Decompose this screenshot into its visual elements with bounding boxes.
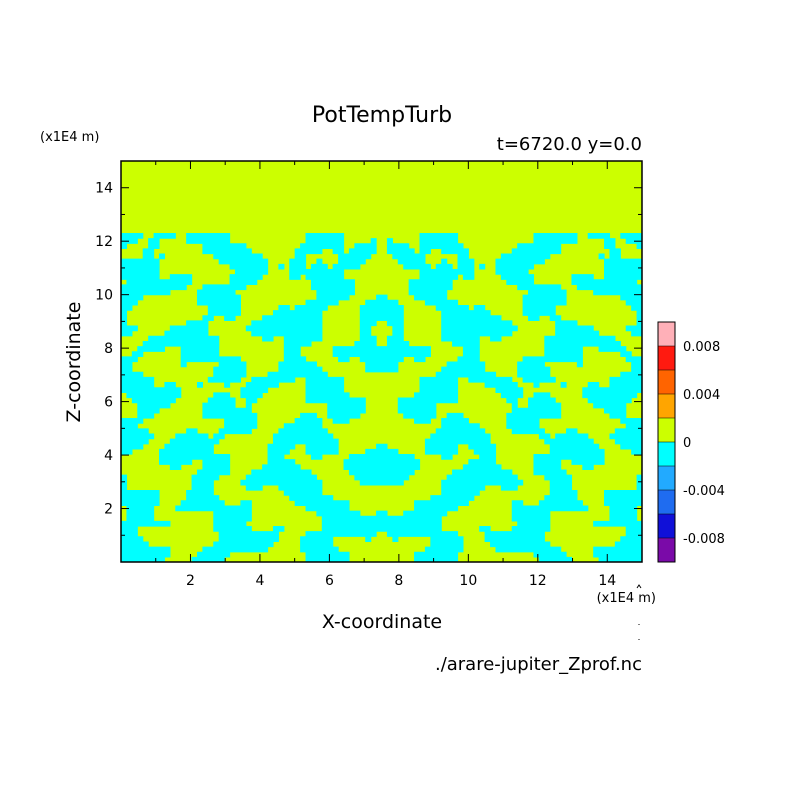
x-tick-label: 12 bbox=[529, 573, 547, 589]
x-unit-label: (x1E4 m) bbox=[597, 591, 656, 606]
y-axis-label: Z-coordinate bbox=[63, 302, 85, 423]
colorbar-segment bbox=[658, 466, 675, 490]
x-tick-label: 10 bbox=[459, 573, 477, 589]
x-tick-label: 14 bbox=[598, 573, 616, 589]
colorbar-tick-label: 0.004 bbox=[683, 388, 720, 403]
y-tick-label: 2 bbox=[104, 502, 113, 518]
colorbar-segment bbox=[658, 394, 675, 418]
y-tick-label: 14 bbox=[95, 181, 113, 197]
chart-title: PotTempTurb bbox=[312, 103, 452, 128]
colorbar-segment bbox=[658, 322, 675, 346]
y-tick-label: 12 bbox=[95, 234, 113, 250]
negative-region bbox=[121, 232, 642, 562]
colorbar-segment bbox=[658, 490, 675, 514]
y-unit-label: (x1E4 m) bbox=[40, 130, 99, 145]
y-tick-label: 10 bbox=[95, 288, 113, 304]
colorbar-segment bbox=[658, 538, 675, 562]
field-cells bbox=[121, 232, 642, 562]
x-tick-label: 4 bbox=[255, 573, 264, 589]
colorbar-tick-label: 0 bbox=[683, 436, 691, 451]
x-tick-label: 8 bbox=[394, 573, 403, 589]
chart-subtitle: t=6720.0 y=0.0 bbox=[497, 134, 642, 155]
x-axis-label: X-coordinate bbox=[322, 611, 442, 633]
colorbar-tick-label: 0.008 bbox=[683, 340, 720, 355]
colorbar-segment bbox=[658, 442, 675, 466]
colorbar-tick-label: -0.004 bbox=[683, 484, 725, 499]
colorbar: 0.008 0.004 0 -0.004 -0.008 bbox=[657, 321, 725, 563]
heatmap-field bbox=[121, 161, 642, 562]
x-tick-label: 2 bbox=[186, 573, 195, 589]
x-tick-label: 6 bbox=[325, 573, 334, 589]
colorbar-segment bbox=[658, 370, 675, 394]
y-tick-label: 4 bbox=[104, 448, 113, 464]
colorbar-segment bbox=[658, 418, 675, 442]
x-axis-ticks: 2 4 6 8 10 12 14 bbox=[155, 161, 616, 589]
y-tick-label: 8 bbox=[104, 341, 113, 357]
colorbar-segment bbox=[658, 514, 675, 538]
colorbar-tick-label: -0.008 bbox=[683, 532, 725, 547]
plot-frame bbox=[120, 160, 643, 563]
source-file-label: ./arare-jupiter_Zprof.nc bbox=[435, 654, 642, 675]
y-axis-ticks: 2 4 6 8 10 12 14 bbox=[95, 181, 642, 536]
y-tick-label: 6 bbox=[104, 395, 113, 411]
colorbar-segment bbox=[658, 346, 675, 370]
corner-marks bbox=[636, 584, 642, 640]
